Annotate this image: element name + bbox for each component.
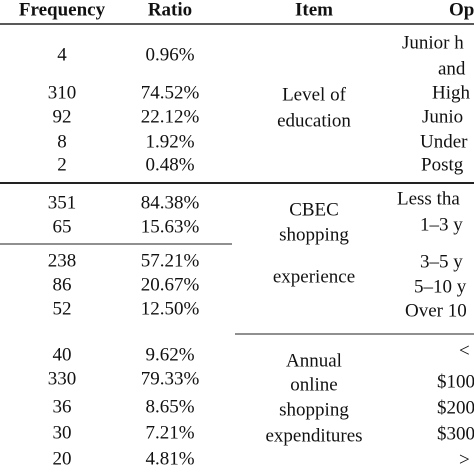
header-cell: Ratio bbox=[148, 0, 192, 20]
header-cell: Frequency bbox=[19, 0, 106, 20]
item-label: shopping bbox=[279, 224, 349, 245]
item-label: Annual bbox=[286, 350, 342, 371]
ratio-cell: 12.50% bbox=[141, 298, 200, 319]
frequency-cell: 310 bbox=[48, 82, 77, 103]
option-cell: $300 bbox=[437, 423, 474, 444]
option-cell: Less tha bbox=[397, 188, 460, 209]
option-cell: < bbox=[459, 340, 470, 361]
item-label: CBEC bbox=[289, 199, 339, 220]
ratio-cell: 0.96% bbox=[145, 44, 194, 65]
frequency-cell: 52 bbox=[53, 298, 72, 319]
ratio-cell: 7.21% bbox=[145, 422, 194, 443]
option-cell: $100 bbox=[437, 371, 474, 392]
option-cell: High bbox=[432, 82, 471, 103]
ratio-cell: 0.48% bbox=[145, 154, 194, 175]
frequency-cell: 8 bbox=[57, 131, 67, 152]
frequency-cell: 4 bbox=[57, 44, 67, 65]
frequency-cell: 330 bbox=[48, 368, 77, 389]
ratio-cell: 4.81% bbox=[145, 448, 194, 469]
ratio-cell: 20.67% bbox=[141, 274, 200, 295]
item-label: experience bbox=[273, 266, 355, 287]
option-cell: Over 10 bbox=[405, 300, 467, 321]
option-cell: Under bbox=[420, 131, 468, 152]
option-cell: 1–3 y bbox=[420, 214, 463, 235]
item-label: education bbox=[277, 110, 351, 131]
item-label: shopping bbox=[279, 399, 349, 420]
header-cell: Item bbox=[295, 0, 333, 20]
ratio-cell: 84.38% bbox=[141, 192, 200, 213]
frequency-cell: 351 bbox=[48, 192, 77, 213]
frequency-cell: 92 bbox=[53, 106, 72, 127]
option-cell: Postg bbox=[421, 154, 464, 175]
frequency-cell: 238 bbox=[48, 250, 77, 271]
ratio-cell: 79.33% bbox=[141, 368, 200, 389]
option-cell: 5–10 y bbox=[414, 276, 467, 297]
frequency-cell: 36 bbox=[53, 396, 72, 417]
ratio-cell: 22.12% bbox=[141, 106, 200, 127]
frequency-cell: 2 bbox=[57, 154, 67, 175]
frequency-cell: 65 bbox=[53, 216, 72, 237]
option-cell: and bbox=[438, 58, 466, 79]
ratio-cell: 74.52% bbox=[141, 82, 200, 103]
option-cell: > bbox=[459, 449, 470, 470]
ratio-cell: 57.21% bbox=[141, 250, 200, 271]
option-cell: Junior h bbox=[402, 32, 464, 53]
ratio-cell: 15.63% bbox=[141, 216, 200, 237]
item-label: online bbox=[290, 374, 338, 395]
option-cell: Junio bbox=[422, 106, 463, 127]
item-label: expenditures bbox=[265, 425, 362, 446]
frequency-cell: 30 bbox=[53, 422, 72, 443]
header-cell: Op bbox=[449, 0, 474, 20]
ratio-cell: 8.65% bbox=[145, 396, 194, 417]
frequency-cell: 86 bbox=[53, 274, 72, 295]
item-label: Level of bbox=[282, 84, 347, 105]
ratio-cell: 1.92% bbox=[145, 131, 194, 152]
option-cell: $200 bbox=[437, 397, 474, 418]
option-cell: 3–5 y bbox=[420, 251, 463, 272]
frequency-cell: 40 bbox=[53, 344, 72, 365]
frequency-cell: 20 bbox=[53, 448, 72, 469]
ratio-cell: 9.62% bbox=[145, 344, 194, 365]
